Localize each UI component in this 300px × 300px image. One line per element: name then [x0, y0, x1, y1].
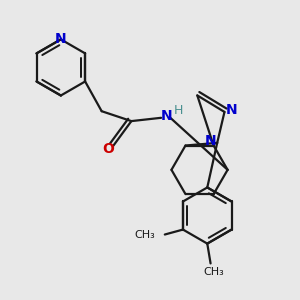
Text: O: O: [102, 142, 114, 156]
Text: CH₃: CH₃: [134, 230, 155, 239]
Text: CH₃: CH₃: [203, 267, 224, 277]
Text: N: N: [205, 134, 216, 148]
Text: H: H: [174, 104, 183, 117]
Text: N: N: [161, 109, 173, 123]
Text: N: N: [55, 32, 67, 46]
Text: N: N: [226, 103, 238, 117]
